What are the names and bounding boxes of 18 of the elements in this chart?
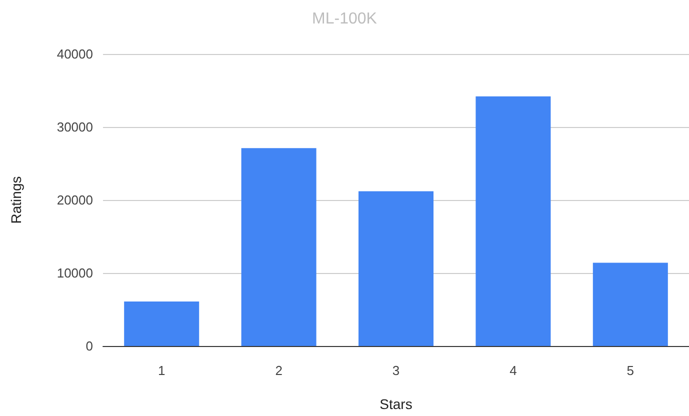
y-tick-label: 40000 bbox=[56, 46, 93, 62]
bar bbox=[241, 148, 316, 346]
x-tick-label: 2 bbox=[275, 363, 282, 378]
x-tick-label: 4 bbox=[510, 363, 517, 378]
chart-title: ML-100K bbox=[312, 10, 378, 28]
x-tick-label: 5 bbox=[626, 363, 634, 378]
x-tick-label: 3 bbox=[392, 363, 400, 378]
y-tick-label: 10000 bbox=[56, 266, 93, 280]
y-tick-label: 20000 bbox=[56, 192, 93, 208]
bar bbox=[124, 301, 200, 346]
y-axis-title: Ratings bbox=[8, 176, 24, 224]
x-tick-label: 1 bbox=[158, 363, 166, 378]
y-tick-label: 30000 bbox=[56, 120, 93, 134]
bar bbox=[476, 96, 551, 346]
y-tick-label: 0 bbox=[86, 338, 93, 354]
bar bbox=[358, 191, 434, 346]
x-axis-title: Stars bbox=[380, 396, 412, 412]
bar bbox=[592, 262, 668, 346]
